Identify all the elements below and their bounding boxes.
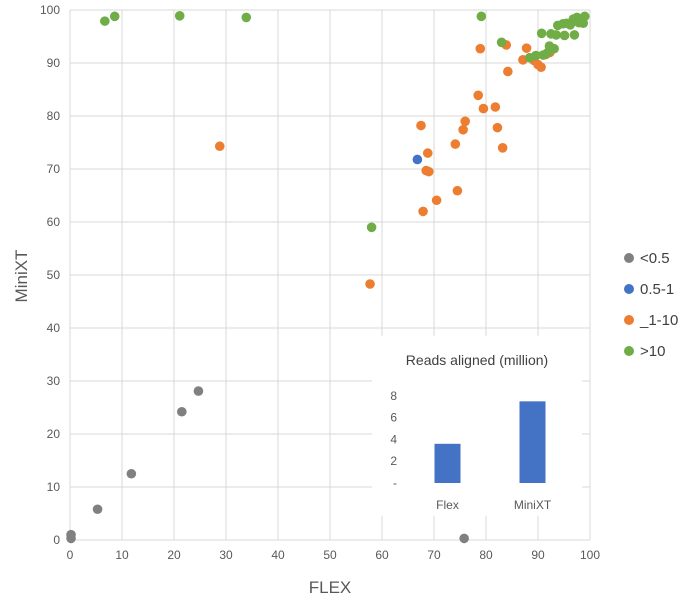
inset-y-ticks: - 2 4 6 8 — [390, 389, 397, 490]
inset-y-tick-label: - — [393, 476, 397, 490]
inset-bars — [434, 401, 546, 483]
data-point — [496, 37, 507, 48]
data-point — [478, 103, 489, 114]
legend-label: _1-10 — [639, 312, 678, 329]
inset-y-tick-label: 6 — [390, 411, 397, 425]
legend-marker — [624, 346, 634, 356]
y-tick-label: 50 — [47, 268, 61, 282]
data-point — [452, 185, 463, 196]
data-point — [569, 30, 580, 40]
inset-title: Reads aligned (million) — [406, 352, 548, 368]
data-point — [174, 11, 185, 21]
x-tick-label: 90 — [531, 548, 545, 562]
data-point — [551, 30, 561, 40]
y-tick-label: 10 — [47, 480, 61, 494]
data-point — [473, 90, 484, 101]
x-tick-label: 40 — [271, 548, 285, 562]
data-point — [536, 62, 546, 73]
y-axis-ticks: 0 10 20 30 40 50 60 70 80 90 100 — [40, 3, 60, 547]
data-point — [531, 50, 541, 61]
data-point — [366, 222, 377, 233]
data-point — [126, 468, 137, 479]
inset-background — [372, 336, 582, 516]
y-tick-label: 90 — [47, 56, 61, 70]
y-tick-label: 30 — [47, 374, 61, 388]
y-axis-title: MiniXT — [12, 250, 31, 303]
inset-y-tick-label: 4 — [390, 432, 397, 446]
y-tick-label: 40 — [47, 321, 61, 335]
x-tick-label: 100 — [580, 548, 600, 562]
data-point — [475, 43, 486, 54]
legend-marker — [624, 315, 634, 325]
legend-marker — [624, 253, 634, 263]
y-tick-label: 100 — [40, 3, 60, 17]
y-tick-label: 80 — [47, 109, 61, 123]
data-point — [450, 139, 461, 149]
data-point — [66, 529, 76, 540]
y-tick-label: 60 — [47, 215, 61, 229]
data-point — [521, 43, 532, 53]
inset-category-label: MiniXT — [514, 498, 552, 512]
data-point — [476, 11, 487, 22]
series-0 — [66, 386, 469, 544]
data-point — [422, 148, 433, 158]
data-point — [177, 406, 187, 417]
data-point — [460, 116, 471, 127]
data-point — [549, 43, 559, 54]
data-point — [459, 533, 469, 544]
series-1 — [412, 154, 423, 165]
x-axis-title: FLEX — [309, 578, 352, 597]
data-point — [241, 12, 252, 23]
x-tick-label: 70 — [427, 548, 441, 562]
y-tick-label: 0 — [53, 533, 60, 547]
x-tick-label: 20 — [167, 548, 181, 562]
data-point — [412, 154, 423, 165]
x-tick-label: 50 — [323, 548, 337, 562]
legend-label: >10 — [640, 343, 665, 360]
inset-categories: Flex MiniXT — [436, 498, 552, 512]
data-point — [580, 11, 590, 22]
x-tick-label: 10 — [115, 548, 129, 562]
inset-bar-chart: Reads aligned (million) - 2 4 6 8 Flex MiniXT — [372, 336, 582, 516]
inset-y-tick-label: 8 — [390, 389, 397, 403]
data-points — [66, 11, 590, 544]
legend: <0.5 0.5-1 _1-10 >10 — [624, 250, 678, 360]
data-point — [492, 122, 503, 133]
inset-y-tick-label: 2 — [390, 454, 397, 468]
x-tick-label: 0 — [67, 548, 74, 562]
data-point — [424, 166, 434, 177]
data-point — [100, 16, 110, 26]
data-point — [503, 66, 513, 77]
series-2 — [214, 40, 555, 289]
inset-category-label: Flex — [436, 498, 459, 512]
x-axis-ticks: 0 10 20 30 40 50 60 70 80 90 100 — [67, 548, 601, 562]
y-tick-label: 20 — [47, 427, 61, 441]
data-point — [365, 279, 375, 289]
data-point — [109, 11, 120, 22]
data-point — [490, 102, 501, 112]
legend-label: <0.5 — [640, 250, 670, 267]
y-tick-label: 70 — [47, 162, 61, 176]
legend-label: 0.5-1 — [640, 281, 674, 298]
data-point — [559, 30, 570, 41]
data-point — [497, 143, 508, 153]
x-tick-label: 30 — [219, 548, 233, 562]
inset-bar — [434, 443, 461, 483]
x-tick-label: 80 — [479, 548, 493, 562]
data-point — [193, 386, 204, 396]
data-point — [458, 124, 468, 135]
series-3 — [100, 11, 590, 233]
data-point — [536, 28, 547, 39]
data-point — [214, 141, 225, 152]
x-tick-label: 60 — [375, 548, 389, 562]
data-point — [416, 120, 426, 131]
inset-bar — [519, 401, 546, 483]
data-point — [431, 195, 442, 206]
data-point — [418, 206, 428, 217]
legend-marker — [624, 284, 634, 294]
data-point — [92, 504, 103, 515]
